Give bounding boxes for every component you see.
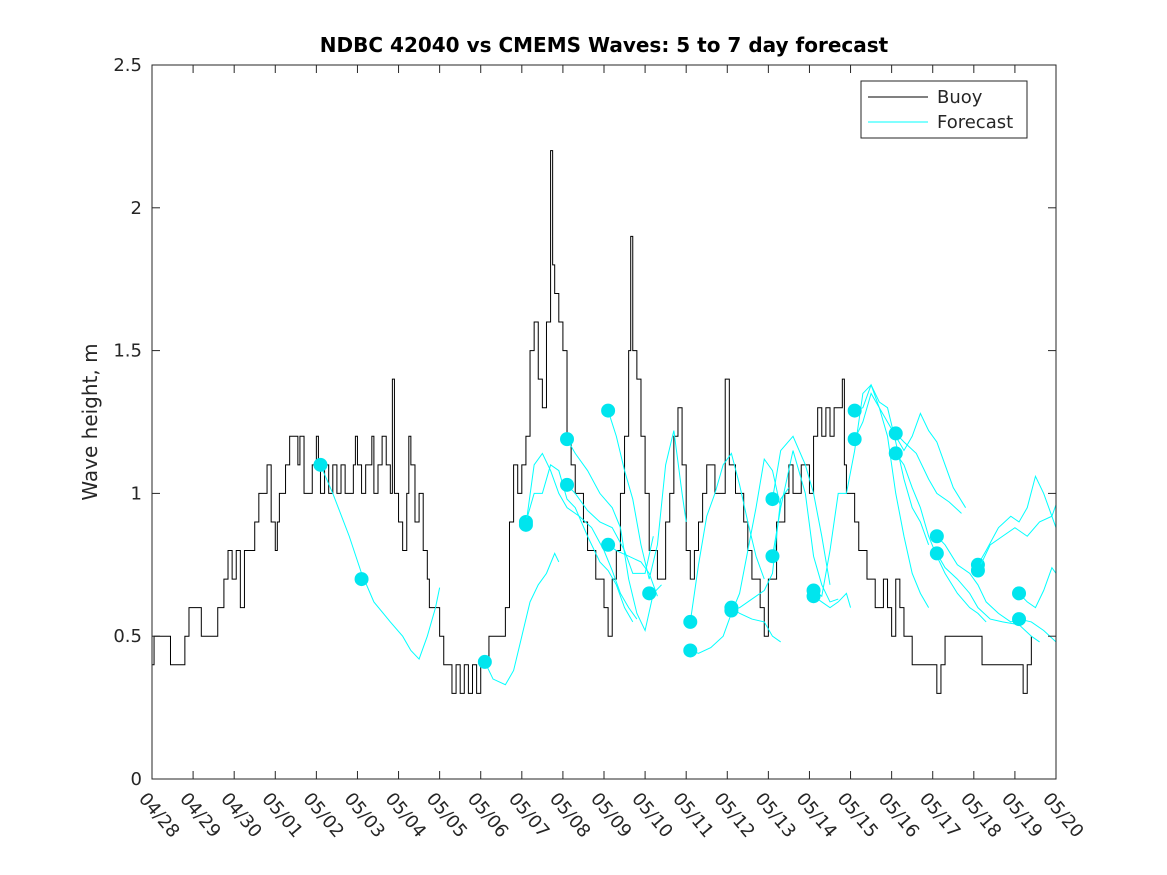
forecast-run-line xyxy=(607,410,687,580)
forecast-run-line xyxy=(936,553,1040,643)
forecast-run-line xyxy=(854,392,967,508)
forecast-run-line xyxy=(566,438,662,633)
forecast-run-line xyxy=(771,450,839,603)
y-tick-label: 1 xyxy=(131,483,142,504)
y-tick-label: 1.5 xyxy=(113,341,142,362)
forecast-run-line xyxy=(690,457,782,654)
forecast-start-marker xyxy=(1012,586,1027,601)
forecast-start-marker xyxy=(477,654,492,669)
forecast-run-line xyxy=(895,433,962,514)
forecast-run-line xyxy=(525,464,634,623)
forecast-run-line xyxy=(1018,566,1056,609)
forecast-start-marker xyxy=(806,589,821,604)
chart-title: NDBC 42040 vs CMEMS Waves: 5 to 7 day fo… xyxy=(320,33,889,57)
forecast-start-marker xyxy=(888,446,903,461)
forecast-run-line xyxy=(525,452,638,620)
y-tick-label: 2 xyxy=(131,198,142,219)
forecast-start-marker xyxy=(724,603,739,618)
forecast-run-line xyxy=(731,607,781,643)
forecast-run-line xyxy=(689,452,765,622)
forecast-run-line xyxy=(484,552,560,686)
forecast-start-marker xyxy=(970,563,985,578)
forecast-run-line xyxy=(813,592,852,609)
forecast-start-marker xyxy=(929,546,944,561)
forecast-run-line xyxy=(771,435,831,585)
forecast-run-line xyxy=(854,383,930,545)
forecast-start-marker xyxy=(518,517,533,532)
forecast-run-line xyxy=(566,484,654,574)
forecast-start-marker xyxy=(560,432,575,447)
y-axis-label: Wave height, m xyxy=(78,343,102,500)
forecast-start-marker xyxy=(929,529,944,544)
forecast-run-line xyxy=(977,504,1056,571)
forecast-start-marker xyxy=(642,586,657,601)
forecast-start-marker xyxy=(601,537,616,552)
forecast-start-marker xyxy=(765,549,780,564)
forecast-start-marker xyxy=(354,572,369,587)
forecast-run-line xyxy=(977,474,1056,566)
y-tick-label: 0 xyxy=(131,769,142,790)
forecast-start-marker xyxy=(560,477,575,492)
forecast-run-line xyxy=(936,535,1020,623)
y-tick-label: 2.5 xyxy=(113,55,142,76)
forecast-start-marker xyxy=(847,403,862,418)
y-tick-label: 0.5 xyxy=(113,626,142,647)
forecast-start-marker xyxy=(313,457,328,472)
forecast-run-line xyxy=(607,544,658,597)
legend-label-forecast: Forecast xyxy=(937,112,1013,133)
forecast-run-line xyxy=(320,464,441,660)
forecast-start-marker xyxy=(683,643,698,658)
legend-box xyxy=(860,80,1028,139)
legend: Buoy Forecast xyxy=(860,80,1028,139)
forecast-run-line xyxy=(731,487,790,611)
forecast-start-marker xyxy=(683,614,698,629)
forecast-start-marker xyxy=(1012,612,1027,627)
forecast-start-marker xyxy=(601,403,616,418)
forecast-start-marker xyxy=(765,492,780,507)
legend-label-buoy: Buoy xyxy=(937,87,983,108)
forecast-start-marker xyxy=(847,432,862,447)
forecast-start-marker xyxy=(888,426,903,441)
